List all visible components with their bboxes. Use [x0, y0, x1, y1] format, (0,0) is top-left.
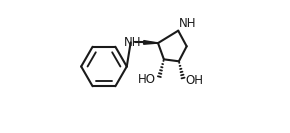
Text: OH: OH	[185, 74, 203, 87]
Text: NH: NH	[124, 36, 142, 49]
Polygon shape	[144, 41, 158, 44]
Text: HO: HO	[138, 73, 156, 86]
Text: NH: NH	[179, 17, 197, 30]
